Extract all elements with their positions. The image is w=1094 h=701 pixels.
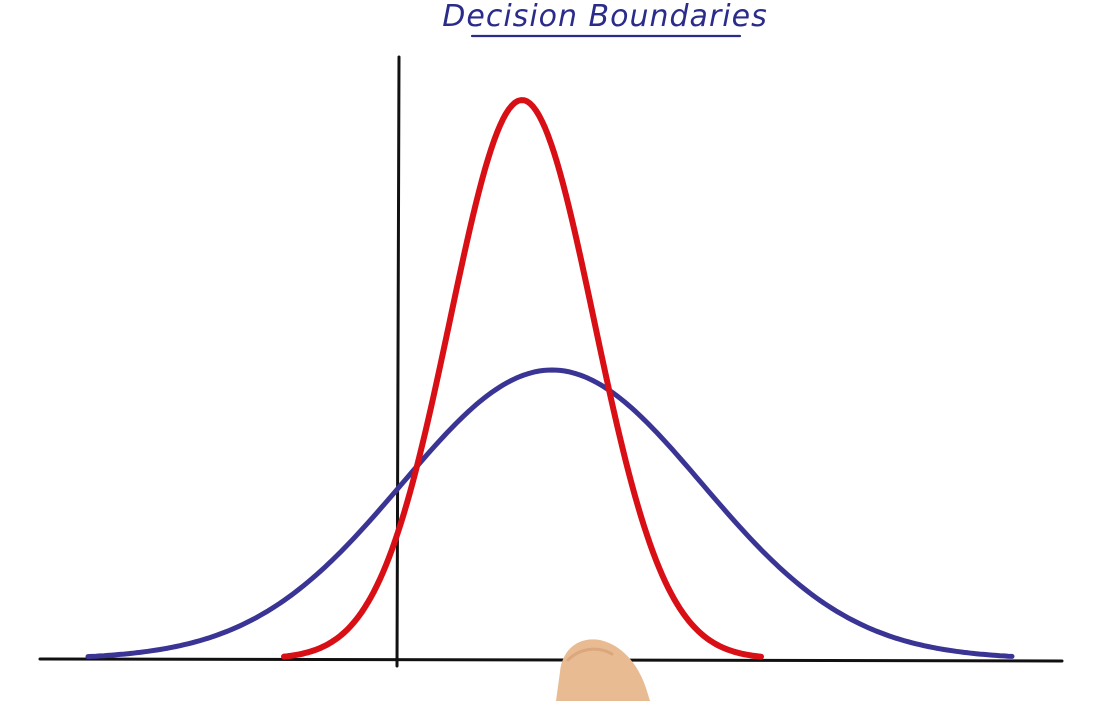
wide-gaussian-curve	[85, 367, 1015, 660]
vertical-axis	[395, 55, 401, 668]
narrow-gaussian-curve	[281, 97, 764, 660]
hand-icon	[556, 639, 650, 701]
diagram-title: Decision Boundaries	[442, 0, 767, 34]
horizontal-axis	[38, 657, 1064, 663]
